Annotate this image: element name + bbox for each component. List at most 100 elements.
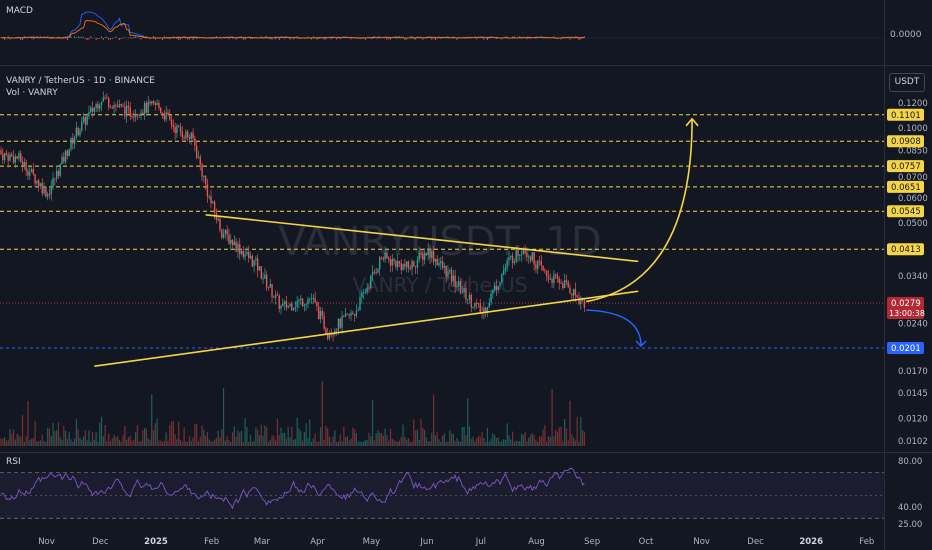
candle-body [64,150,67,162]
volume-bar [574,440,576,446]
macd-histogram-bar [440,38,442,39]
candle-body [158,103,160,108]
candle-body [301,298,304,306]
candle-body [167,112,169,114]
volume-bar [384,428,386,446]
volume-bar [454,441,456,446]
macd-histogram-bar [140,38,142,40]
candle-body [361,292,363,298]
x-axis-tick-label: Jul [475,537,486,547]
volume-bar [84,430,86,446]
candle-body [32,169,35,175]
macd-histogram-bar [52,36,54,38]
symbol-title[interactable]: VANRY / TetherUS · 1D · BINANCE [6,76,155,86]
candle-body [81,121,83,131]
volume-bar [224,440,226,446]
candle-body [522,249,525,255]
volume-bar [562,441,564,446]
volume-bars [0,381,585,446]
candle-body [274,294,277,298]
volume-bar [305,423,307,446]
volume-bar [553,436,555,446]
triangle-upper-line[interactable] [205,213,639,263]
x-axis-tick-label: Nov [38,537,55,547]
macd-histogram-bar [280,36,282,38]
volume-bar [154,423,156,446]
candle-body [20,153,22,162]
x-axis-tick-label: Mar [254,537,271,547]
candle-body [380,257,383,259]
volume-bar [488,441,490,446]
macd-histogram-bar [284,38,286,39]
candle-body [459,281,462,293]
candle-body [242,251,245,257]
candle-body [276,294,279,296]
candle-body [528,256,530,258]
volume-bar [540,436,542,446]
macd-histogram-bar [535,38,537,39]
volume-bar [357,441,359,446]
candle-body [413,261,415,267]
macd-histogram-bar [262,38,264,39]
volume-bar [165,432,167,446]
candle-body [239,244,241,254]
candle-body [278,295,280,309]
macd-histogram-bar [530,38,532,39]
currency-button[interactable]: USDT [889,73,925,92]
volume-bar [406,439,408,446]
macd-histogram-bar [483,38,485,40]
candle-body [468,294,471,300]
volume-bar [346,435,349,446]
macd-histogram-bar [415,38,417,40]
macd-histogram-bar [305,38,307,39]
candle-body [382,258,385,260]
macd-histogram-bar [124,37,126,38]
candle-body [576,295,578,298]
bearish-projection-arrow[interactable] [586,309,642,346]
volume-bar [147,438,149,446]
candle-body [11,154,13,157]
volume-bar [145,428,147,446]
volume-bar [59,437,61,446]
volume-bar [284,432,286,446]
macd-histogram-bar [196,38,198,40]
candle-body [282,303,284,306]
bullish-projection-arrow[interactable] [586,118,693,303]
volume-bar [77,429,79,446]
candle-body [111,107,113,109]
macd-histogram-bar [307,36,309,38]
volume-bar [160,440,162,446]
volume-bar [163,440,165,446]
price-axis-tick-label: 0.0700 [898,173,928,183]
volume-bar [443,433,445,446]
macd-histogram-bar [188,38,190,40]
volume-bar [483,437,485,446]
volume-bar [424,429,426,446]
volume-bar [533,435,535,446]
macd-histogram-bar [266,36,268,38]
macd-histogram-bar [397,36,399,38]
volume-bar [537,441,539,446]
volume-bar [303,432,305,446]
volume-bar [571,434,573,446]
candle-body [108,98,110,107]
candle-body [280,305,282,309]
x-axis-tick-label: Dec [92,537,109,547]
volume-bar [5,440,7,446]
candle-body [321,311,324,316]
volume-bar [66,438,69,446]
volume-bar [133,440,135,446]
volume-bar [90,441,92,446]
volume-bar [431,432,433,446]
volume-bar [174,434,176,446]
candle-body [12,156,15,163]
volume-bar [325,426,327,446]
candle-body [70,138,72,149]
price-axis-tick-label: 0.0500 [898,219,928,229]
candle-body [138,114,140,116]
volume-bar [332,436,334,446]
candle-body [77,127,79,136]
triangle-lower-line[interactable] [94,290,639,367]
volume-bar [138,441,140,446]
